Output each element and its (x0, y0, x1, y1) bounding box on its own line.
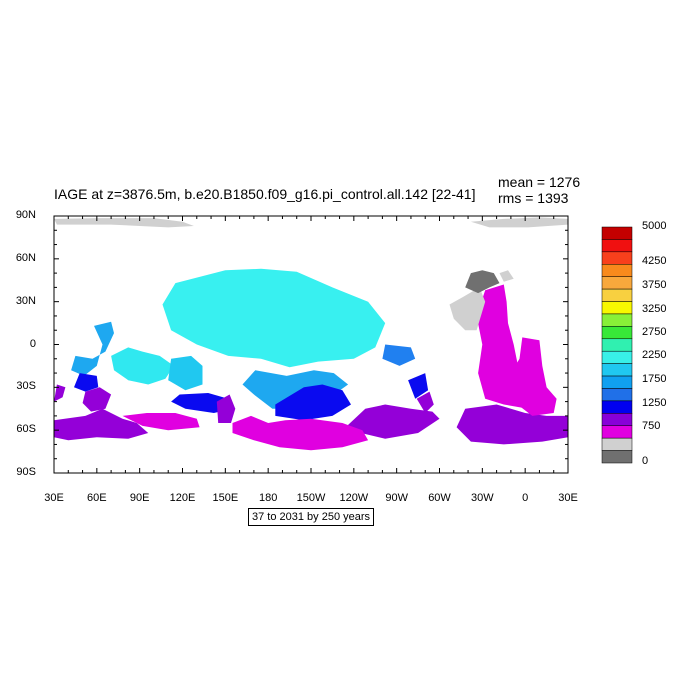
colorbar-label: 750 (642, 420, 661, 432)
colorbar-swatch (601, 363, 633, 377)
age-region-5 (382, 344, 416, 366)
age-region-12 (216, 394, 236, 423)
colorbar-swatch (601, 239, 633, 253)
colorbar-label: 3750 (642, 279, 667, 291)
lat-label: 30S (16, 380, 36, 393)
colorbar-label: 0 (642, 455, 649, 467)
colorbar-swatch (601, 437, 633, 451)
lat-label: 30N (15, 294, 36, 307)
colorbar-swatch (601, 226, 633, 240)
colorbar-swatch (601, 350, 633, 364)
colorbar-swatch (601, 413, 633, 426)
age-region-8 (74, 373, 99, 392)
lat-label: 60S (16, 423, 36, 436)
age-region-10 (54, 408, 149, 441)
age-region-1 (111, 347, 174, 385)
age-region-22 (465, 270, 500, 294)
colorbar-swatch (601, 313, 633, 327)
age-region-3 (71, 321, 114, 376)
colorbar-swatch (601, 338, 633, 352)
mean-stat: mean = 1276 (498, 174, 581, 190)
colorbar-swatch (601, 388, 633, 402)
age-region-16 (416, 391, 434, 413)
lon-label: 0 (522, 492, 529, 504)
lon-label: 120W (339, 492, 369, 504)
lon-label: 30E (44, 492, 64, 504)
colorbar-swatch (601, 264, 633, 277)
colorbar-swatch (601, 425, 633, 439)
age-region-2 (168, 355, 203, 391)
lon-label: 30W (471, 492, 494, 504)
lon-label: 60W (428, 492, 451, 504)
age-region-24 (54, 218, 194, 228)
colorbar-swatch (601, 276, 633, 290)
ocean-age-field (54, 217, 568, 451)
age-region-13 (342, 404, 440, 439)
lon-label: 150W (296, 492, 326, 504)
colorbar-swatch (601, 326, 633, 340)
lon-label: 150E (212, 492, 239, 504)
colorbar-label: 5000 (642, 220, 667, 232)
lon-label: 30E (558, 492, 578, 504)
lat-label: 90S (16, 466, 36, 478)
age-region-6 (171, 393, 233, 413)
colorbar-label: 2250 (642, 349, 667, 361)
colorbar-swatch (601, 450, 633, 464)
colorbar-label: 2750 (642, 326, 667, 338)
lon-label: 120E (169, 492, 196, 504)
axis-ticks (53, 215, 569, 474)
colorbar-swatch (601, 400, 633, 414)
colorbar-swatch (601, 288, 633, 302)
lat-label: 60N (15, 251, 36, 264)
age-region-9 (408, 373, 429, 399)
age-region-23 (499, 270, 514, 282)
rms-stat: rms = 1393 (498, 190, 569, 206)
colorbar-label: 3250 (642, 303, 667, 315)
age-region-18 (510, 337, 557, 416)
lon-label: 90W (385, 492, 408, 504)
age-region-14 (456, 404, 568, 445)
colorbar (601, 226, 633, 464)
age-region-0 (162, 268, 386, 368)
plot-title: IAGE at z=3876.5m, b.e20.B1850.f09_g16.p… (54, 186, 476, 202)
colorbar-swatch (601, 375, 633, 389)
age-region-21 (449, 287, 486, 331)
lon-label: 180 (258, 492, 278, 504)
lat-label: 0 (29, 337, 36, 350)
age-region-7 (275, 384, 351, 421)
lon-label: 90E (129, 492, 150, 504)
age-region-19 (122, 413, 200, 431)
lat-label: 90N (15, 209, 36, 221)
age-region-15 (54, 384, 66, 402)
age-region-11 (82, 387, 112, 412)
colorbar-swatch (601, 301, 633, 315)
colorbar-label: 1750 (642, 373, 667, 385)
time-range-label: 37 to 2031 by 250 years (248, 508, 374, 526)
age-region-20 (232, 415, 369, 451)
colorbar-label: 4250 (642, 255, 667, 267)
colorbar-swatch (601, 251, 633, 265)
age-region-25 (470, 217, 568, 228)
lon-label: 60E (87, 492, 107, 504)
colorbar-label: 1250 (642, 397, 667, 409)
